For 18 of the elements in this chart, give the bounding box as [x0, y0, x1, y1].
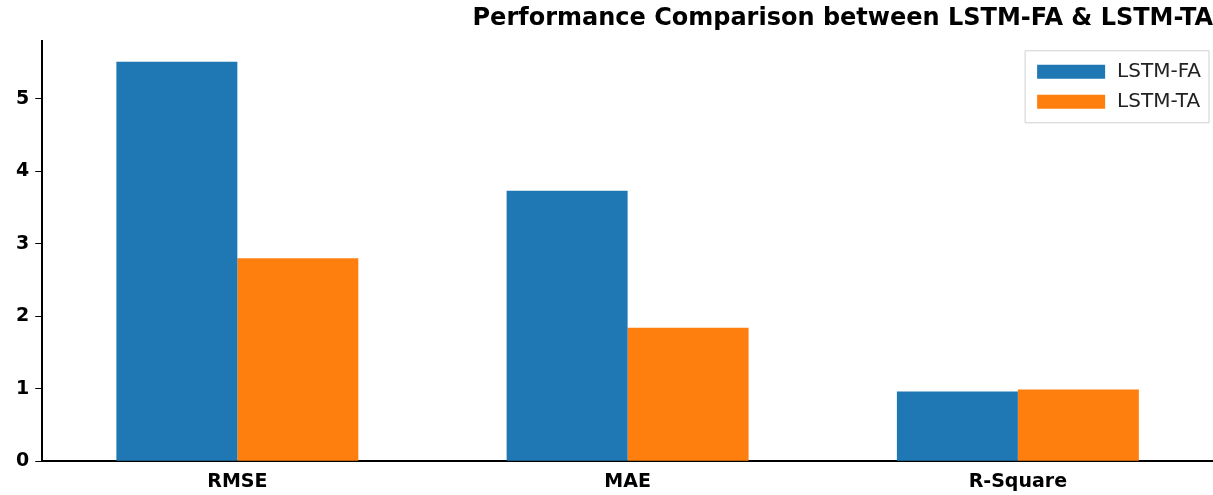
legend-label: LSTM-TA: [1117, 88, 1201, 112]
y-tick-label: 1: [15, 375, 30, 398]
x-tick-label: MAE: [604, 468, 651, 491]
y-tick-label: 5: [15, 85, 30, 108]
y-tick-label: 0: [15, 448, 30, 471]
x-tick-label: RMSE: [207, 468, 268, 491]
chart-title: Performance Comparison between LSTM-FA & LSTM-TA: [472, 2, 1213, 31]
bar: [1017, 389, 1139, 461]
bar: [896, 391, 1018, 461]
bar: [116, 61, 238, 461]
bar: [506, 190, 628, 461]
legend-label: LSTM-FA: [1117, 58, 1202, 82]
x-tick-label: R-Square: [968, 468, 1068, 491]
y-tick-label: 2: [15, 303, 30, 326]
y-tick-label: 4: [15, 158, 30, 181]
bar: [237, 258, 359, 461]
y-tick-label: 3: [15, 230, 30, 253]
bar: [627, 327, 749, 461]
